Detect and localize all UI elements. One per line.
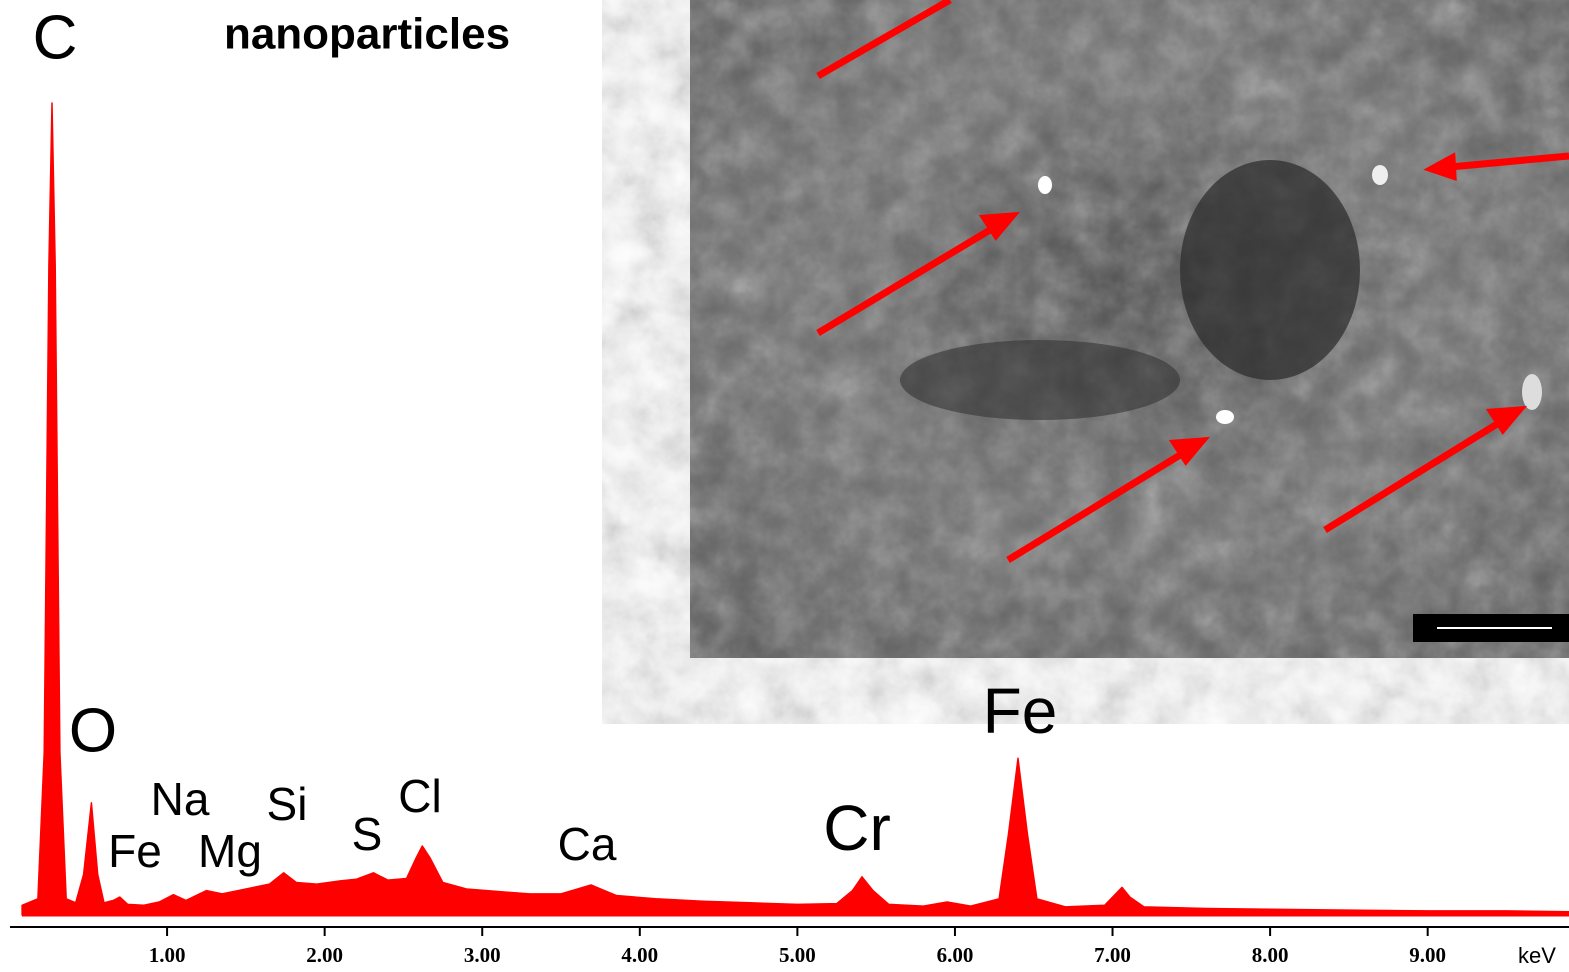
- chart: nanoparticles 1.00 2.00 3.00 4.00 5.00 6.00 7.…: [0, 0, 1569, 972]
- x-tick-label: 4.00: [621, 943, 658, 967]
- element-label: Fe: [108, 825, 162, 877]
- element-label: Ca: [558, 818, 617, 870]
- x-tick-label: 1.00: [149, 943, 186, 967]
- x-tick-label: 8.00: [1252, 943, 1289, 967]
- x-tick-label: 7.00: [1094, 943, 1131, 967]
- element-label: Mg: [198, 825, 262, 877]
- x-tick-label: 2.00: [306, 943, 343, 967]
- x-tick-label: 5.00: [779, 943, 816, 967]
- x-axis-label: keV: [1518, 943, 1556, 968]
- element-label: Fe: [983, 675, 1058, 747]
- element-label: Cl: [398, 770, 441, 822]
- x-tick-label: 9.00: [1409, 943, 1446, 967]
- element-label: C: [33, 3, 78, 72]
- element-label: S: [352, 808, 383, 860]
- element-label: Si: [267, 778, 308, 830]
- element-label: Cr: [823, 792, 891, 864]
- chart-title: nanoparticles: [224, 10, 510, 59]
- element-label: O: [69, 696, 117, 765]
- x-tick-label: 3.00: [464, 943, 501, 967]
- x-tick-label: 6.00: [937, 943, 974, 967]
- element-label: Na: [151, 773, 210, 825]
- sem-image: [690, 0, 1569, 658]
